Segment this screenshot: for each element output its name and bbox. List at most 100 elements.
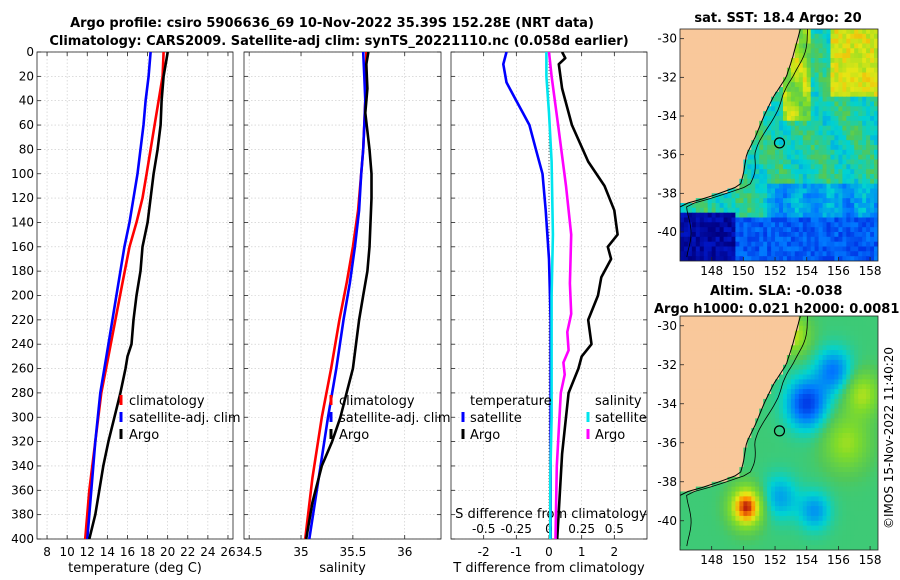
ocean-cell: [790, 111, 796, 117]
ocean-cell: [842, 394, 847, 400]
ocean-cell: [695, 530, 701, 536]
ocean-cell: [866, 364, 871, 371]
ocean-cell: [854, 379, 859, 385]
ocean-cell: [846, 38, 851, 45]
land-cell: [680, 154, 685, 161]
ocean-cell: [874, 320, 878, 327]
ocean-cell: [826, 472, 832, 478]
land-cell: [707, 398, 713, 405]
ocean-cell: [798, 389, 804, 395]
land-cell: [699, 359, 705, 366]
ocean-cell: [755, 217, 760, 223]
land-cell: [695, 472, 701, 478]
land-cell: [731, 355, 737, 361]
ocean-cell: [767, 452, 772, 458]
ocean-cell: [810, 178, 816, 185]
ocean-cell: [858, 433, 863, 439]
ocean-cell: [854, 149, 859, 156]
ocean-cell: [802, 82, 808, 88]
ocean-cell: [862, 511, 867, 517]
ocean-cell: [830, 241, 836, 248]
land-cell: [735, 130, 740, 136]
land-cell: [684, 183, 689, 190]
land-cell: [687, 418, 693, 424]
ocean-cell: [691, 246, 697, 252]
ocean-cell: [818, 43, 824, 49]
ocean-cell: [870, 501, 875, 507]
land-cell: [684, 178, 689, 185]
ocean-cell: [842, 418, 847, 424]
ocean-cell: [870, 403, 875, 410]
ocean-cell: [790, 433, 796, 439]
land-cell: [719, 369, 725, 376]
ocean-cell: [798, 43, 804, 49]
ocean-cell: [802, 433, 808, 439]
ocean-cell: [870, 232, 875, 238]
ocean-cell: [842, 159, 847, 165]
land-cell: [687, 486, 693, 493]
map1-lat-label: -30: [657, 32, 677, 46]
ocean-cell: [684, 520, 689, 527]
ocean-cell: [691, 212, 697, 219]
ocean-cell: [759, 169, 764, 175]
ocean-cell: [798, 413, 804, 419]
ocean-cell: [874, 418, 878, 424]
land-cell: [695, 130, 701, 136]
ocean-cell: [802, 91, 808, 98]
land-cell: [743, 389, 748, 395]
ocean-cell: [850, 501, 855, 507]
ocean-cell: [822, 183, 828, 190]
ocean-cell: [779, 501, 784, 507]
ocean-cell: [846, 232, 851, 238]
ocean-cell: [818, 140, 824, 146]
ocean-cell: [719, 222, 725, 228]
ocean-cell: [866, 256, 871, 261]
land-cell: [743, 135, 748, 141]
ocean-cell: [699, 217, 705, 223]
land-cell: [751, 403, 756, 410]
land-cell: [691, 384, 697, 390]
ocean-cell: [870, 183, 875, 190]
ocean-cell: [862, 241, 867, 248]
ocean-cell: [826, 398, 832, 405]
ocean-cell: [711, 212, 717, 219]
ocean-cell: [850, 135, 855, 141]
ocean-cell: [775, 496, 780, 502]
ocean-cell: [802, 330, 808, 337]
ocean-cell: [707, 236, 713, 243]
land-cell: [783, 29, 788, 35]
ocean-cell: [719, 212, 725, 219]
ocean-cell: [870, 241, 875, 248]
land-cell: [790, 325, 796, 332]
ocean-cell: [806, 511, 812, 517]
ocean-cell: [759, 433, 764, 439]
ocean-cell: [783, 481, 788, 488]
land-cell: [747, 130, 752, 136]
ocean-cell: [870, 193, 875, 199]
ocean-cell: [846, 350, 851, 356]
ocean-cell: [862, 67, 867, 74]
ocean-cell: [826, 251, 832, 257]
land-cell: [727, 389, 733, 395]
ocean-cell: [870, 462, 875, 468]
ocean-cell: [854, 188, 859, 194]
land-cell: [743, 38, 748, 45]
land-cell: [767, 91, 772, 98]
ocean-cell: [810, 452, 816, 458]
ocean-cell: [814, 140, 820, 146]
ocean-cell: [767, 530, 772, 536]
ocean-cell: [798, 236, 804, 243]
ocean-cell: [874, 452, 878, 458]
ocean-cell: [707, 511, 713, 517]
ocean-cell: [763, 120, 768, 127]
diff-series-group: [501, 52, 619, 539]
ocean-cell: [834, 442, 839, 449]
ocean-cell: [767, 135, 772, 141]
ocean-cell: [874, 389, 878, 395]
ocean-cell: [790, 154, 796, 161]
land-cell: [684, 428, 689, 434]
sst-map: 148 150 152 154 156 158-30-32-34-36-38-40: [657, 28, 882, 278]
land-cell: [695, 96, 701, 103]
land-cell: [763, 379, 768, 385]
land-cell: [711, 77, 717, 83]
